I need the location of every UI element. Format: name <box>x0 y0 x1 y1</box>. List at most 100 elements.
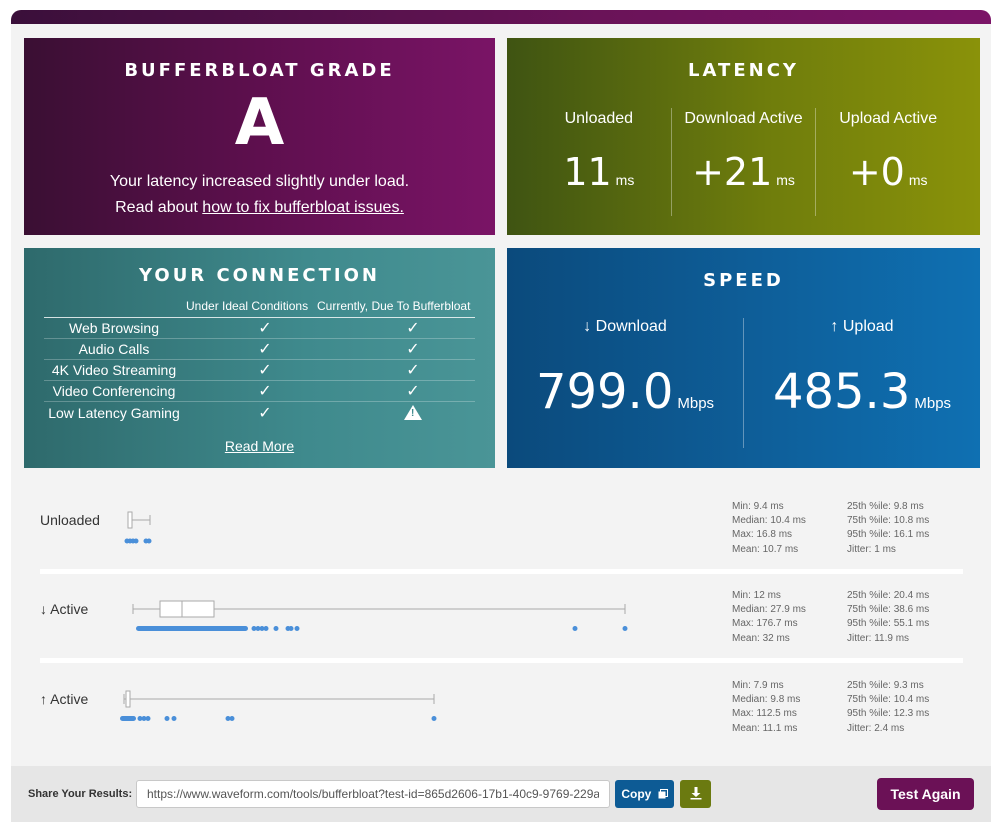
iqr-box <box>127 511 133 529</box>
download-unit: Mbps <box>677 395 715 412</box>
latency-label: Upload Active <box>839 110 938 127</box>
stats-left: Min: 7.9 ms Median: 9.8 ms Max: 112.5 ms… <box>732 679 800 736</box>
latency-unit: ms <box>908 172 928 188</box>
stat-25th: 25th %ile: 9.8 ms <box>847 501 924 512</box>
connection-table: Web Browsing ✓ ✓ Audio Calls ✓ ✓ 4K Vide… <box>44 317 475 423</box>
stats-right: 25th %ile: 20.4 ms 75th %ile: 38.6 ms 95… <box>847 589 929 646</box>
stat-mean: Mean: 11.1 ms <box>732 722 798 734</box>
stat-75th: 75th %ile: 10.8 ms <box>847 515 930 527</box>
stat-mean: Mean: 10.7 ms <box>732 543 799 555</box>
latency-download-active: Download Active +21 ms <box>670 108 816 216</box>
speed-title: SPEED <box>703 270 784 291</box>
latency-boxplot <box>124 511 152 544</box>
column-header-ideal: Under Ideal Conditions <box>186 299 309 313</box>
latency-unit: ms <box>615 172 635 188</box>
stat-min: Min: 9.4 ms <box>732 501 784 512</box>
stat-max: Max: 16.8 ms <box>732 529 793 541</box>
sample-dot <box>141 716 147 721</box>
connection-card: YOUR CONNECTION Under Ideal Conditions C… <box>24 248 495 468</box>
sample-dot <box>294 626 300 631</box>
sample-dot <box>273 626 279 631</box>
stat-median: Median: 9.8 ms <box>732 694 801 706</box>
divider <box>40 658 963 663</box>
stat-min: Min: 7.9 ms <box>732 680 784 691</box>
table-row: Web Browsing ✓ ✓ <box>44 318 475 339</box>
stat-min: Min: 12 ms <box>732 590 781 601</box>
speed-card: SPEED ↓ Download 799.0 Mbps ↑ Upload 485.… <box>507 248 980 468</box>
stat-jitter: Jitter: 2.4 ms <box>847 722 905 734</box>
sample-dot <box>229 716 235 721</box>
download-label: ↓ Download <box>583 318 667 335</box>
read-about-text: Read about <box>115 199 198 216</box>
download-button[interactable] <box>680 780 711 808</box>
latency-detail-download: ↓ Active Min: 12 ms Median: 27.9 ms Max:… <box>40 589 963 667</box>
activity-name: 4K Video Streaming <box>51 362 177 378</box>
iqr-box <box>159 600 215 618</box>
sample-dot-cluster <box>136 626 248 631</box>
test-again-button[interactable]: Test Again <box>877 778 974 810</box>
check-icon: ✓ <box>406 362 420 379</box>
latency-unit: ms <box>776 172 795 188</box>
check-icon: ✓ <box>258 362 272 379</box>
table-row: Video Conferencing ✓ ✓ <box>44 381 475 402</box>
stats-left: Min: 12 ms Median: 27.9 ms Max: 176.7 ms… <box>732 589 806 646</box>
section-label: ↓ Active <box>40 601 89 617</box>
share-bar: Share Your Results: Copy Test Again <box>11 766 991 822</box>
stat-jitter: Jitter: 11.9 ms <box>847 632 910 644</box>
grade-read-more: Read about how to fix bufferbloat issues… <box>24 199 495 217</box>
sample-dot <box>137 716 143 721</box>
stat-75th: 75th %ile: 38.6 ms <box>847 604 930 616</box>
latency-detail-unloaded: Unloaded Min: 9.4 ms Median: 10.4 ms Max… <box>40 500 963 578</box>
table-row: 4K Video Streaming ✓ ✓ <box>44 360 475 381</box>
sample-dot <box>572 626 578 631</box>
sample-dot <box>263 626 269 631</box>
iqr-box <box>125 690 131 708</box>
table-row: Audio Calls ✓ ✓ <box>44 339 475 360</box>
stat-95th: 95th %ile: 16.1 ms <box>847 529 930 541</box>
upload-speed: ↑ Upload 485.3 Mbps <box>743 318 980 448</box>
copy-label: Copy <box>621 787 652 801</box>
activity-name: Low Latency Gaming <box>48 404 180 421</box>
upload-value: 485.3 <box>772 364 911 420</box>
check-icon: ✓ <box>258 404 272 422</box>
latency-unloaded: Unloaded 11 ms <box>527 108 671 216</box>
fix-bufferbloat-link[interactable]: how to fix bufferbloat issues. <box>202 199 404 216</box>
sample-dot <box>164 716 170 721</box>
connection-title: YOUR CONNECTION <box>139 265 380 286</box>
check-icon: ✓ <box>406 341 420 358</box>
latency-value: +0 <box>848 150 905 194</box>
stat-median: Median: 10.4 ms <box>732 515 806 527</box>
check-icon: ✓ <box>258 320 272 337</box>
divider <box>40 569 963 574</box>
check-icon: ✓ <box>258 341 272 358</box>
check-icon: ✓ <box>406 383 420 400</box>
latency-value: +21 <box>692 150 773 194</box>
latency-label: Unloaded <box>564 110 634 127</box>
stat-95th: 95th %ile: 12.3 ms <box>847 708 930 720</box>
stats-right: 25th %ile: 9.3 ms 75th %ile: 10.4 ms 95t… <box>847 679 929 736</box>
share-url-input[interactable] <box>136 780 610 808</box>
bufferbloat-grade-card: BUFFERBLOAT GRADE A Your latency increas… <box>24 38 495 235</box>
download-speed: ↓ Download 799.0 Mbps <box>507 318 743 448</box>
sample-dot <box>145 716 151 721</box>
latency-boxplot <box>120 690 437 721</box>
stat-25th: 25th %ile: 9.3 ms <box>847 680 924 691</box>
stats-right: 25th %ile: 9.8 ms 75th %ile: 10.8 ms 95t… <box>847 500 929 557</box>
stat-median: Median: 27.9 ms <box>732 604 806 616</box>
column-header-current: Currently, Due To Bufferbloat <box>317 299 471 313</box>
stat-95th: 95th %ile: 55.1 ms <box>847 618 930 630</box>
upload-unit: Mbps <box>914 395 952 412</box>
stats-left: Min: 9.4 ms Median: 10.4 ms Max: 16.8 ms… <box>732 500 806 557</box>
activity-name: Web Browsing <box>68 320 159 336</box>
read-more-link[interactable]: Read More <box>224 438 295 454</box>
activity-name: Video Conferencing <box>52 383 176 399</box>
activity-name: Audio Calls <box>78 341 150 357</box>
sample-dot-cluster <box>120 716 136 721</box>
stat-max: Max: 176.7 ms <box>732 618 798 630</box>
sample-dot <box>622 626 628 631</box>
sample-dot <box>146 538 152 544</box>
sample-dot <box>255 626 261 631</box>
latency-value: 11 <box>563 150 612 194</box>
copy-icon <box>658 789 668 799</box>
copy-button[interactable]: Copy <box>615 780 674 808</box>
